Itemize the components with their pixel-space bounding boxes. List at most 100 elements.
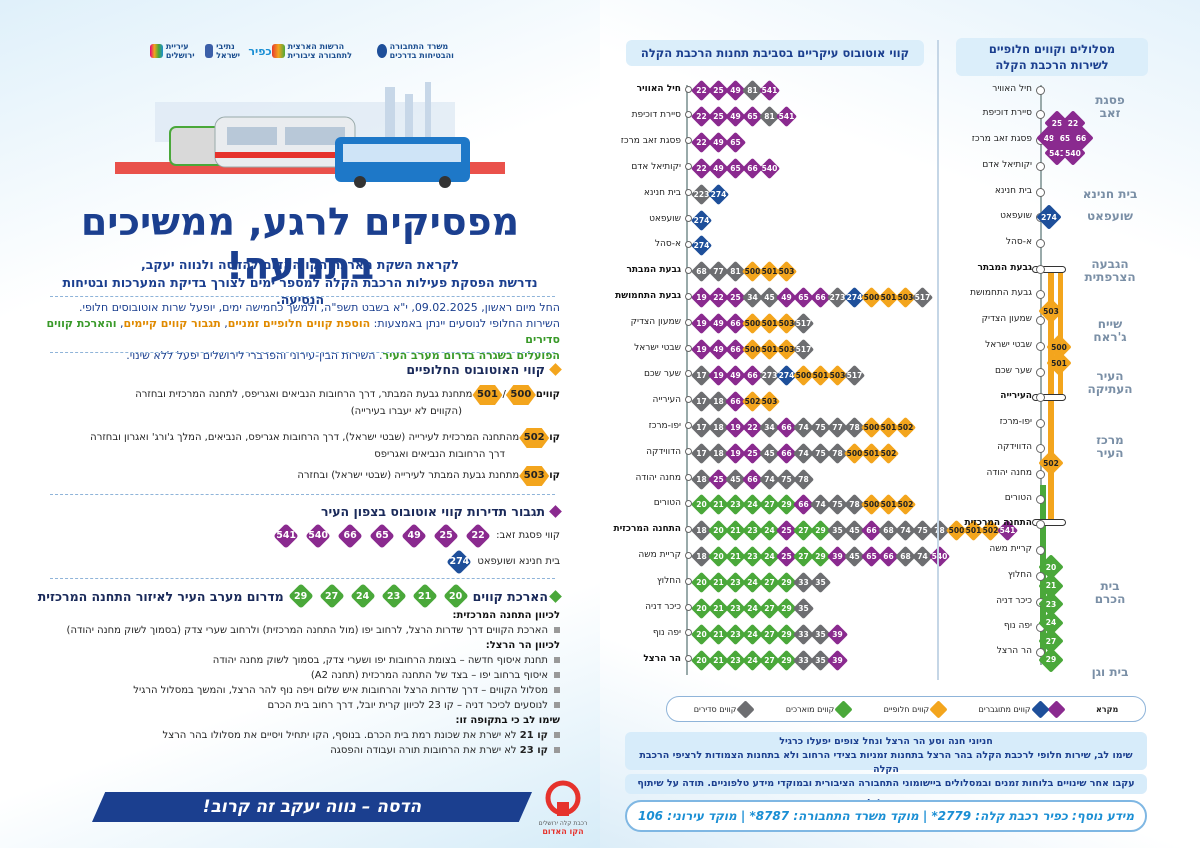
line-chip: 24 (760, 521, 779, 540)
line-chip: 502 (743, 392, 762, 411)
route-stop-dot-icon (1036, 162, 1045, 171)
green-diamond-icon (549, 589, 562, 603)
line-chip: 78 (845, 495, 864, 514)
line-chip: 74 (760, 470, 779, 489)
line-chip: 501 (760, 314, 779, 333)
line-chip: 541 (760, 81, 779, 100)
line-chip: 49 (709, 314, 728, 333)
blue-diamond-icon (1030, 699, 1050, 719)
line-badge: 29 (289, 584, 313, 608)
line-chip: 18 (692, 470, 711, 489)
page-title: מפסיקים לרגע, ממשיכים בתנועה! (80, 200, 520, 288)
station-label: החלוץ (657, 576, 692, 586)
ext-heading: הארכת קווים 20 21 23 24 27 29 מדרום מערב… (37, 584, 562, 608)
line-chip: 66 (777, 418, 796, 437)
line-chip: 540 (930, 547, 949, 566)
route-stop-label: יקותיאל אדם (982, 160, 1032, 170)
station-label: גבעת התחמושת (615, 291, 692, 301)
line-chip: 74 (913, 547, 932, 566)
line-badge: 27 (320, 584, 344, 608)
line-chip: 68 (896, 547, 915, 566)
route-stop-dot-icon (1036, 265, 1045, 274)
station-lines: 17 18 66 502 503 (694, 392, 779, 411)
line-chip: 39 (828, 651, 847, 670)
station-name: שבטי ישראל (634, 343, 681, 353)
legend-item: קווים מוארכים (786, 699, 853, 719)
ext-heading-b: מדרום מערב העיר לאיזור התחנה המרכזית (37, 588, 284, 604)
line-chip: 75 (777, 470, 796, 489)
route-stop-label: שבטי ישראל (985, 340, 1032, 350)
line-chip: 23 (726, 495, 745, 514)
route-line-chip: 540 (1062, 142, 1084, 164)
page-subtitle: לקראת השקת הארכת הקו האדום להדסה ולנווה … (40, 256, 560, 309)
line-chip: 273 (828, 288, 847, 307)
area-label: פסגת זאב (1095, 93, 1125, 121)
note-box-2: עקבו אחר שינויים בלוחות זמנים ובמסלולים … (625, 774, 1147, 809)
station-lines: 20 21 23 24 27 29 33 35 39 (694, 651, 847, 670)
station-lines: 223 274 (694, 185, 728, 204)
route-stop-dot-icon (1036, 419, 1045, 428)
line-chip: 27 (794, 547, 813, 566)
station-name: מחנה יהודה (635, 472, 681, 483)
line-chip: 33 (794, 625, 813, 644)
intro-line-1: החל מיום ראשון, 09.02.2025, י"א בשבט תשפ… (78, 301, 560, 314)
line-chip: 19 (726, 418, 745, 437)
line-chip: 500 (862, 288, 881, 307)
north-pisgat-label: קווי פסגת זאב: (496, 530, 560, 542)
ext-item: הארכת הקווים דרך שדרות הרצל, לרחוב יפו (… (50, 623, 560, 638)
line-chip: 20 (692, 495, 711, 514)
intro-text-a: השירות החלופי לנוסעים יינתן באמצעות: (370, 316, 560, 330)
station-label: יפו-מרכז (649, 421, 692, 431)
line-chip: 502 (981, 521, 1000, 540)
station-lines: 17 19 49 66 273 274 500 501 503 517 (694, 366, 864, 385)
line-chip: 49 (726, 366, 745, 385)
line-chip: 29 (777, 495, 796, 514)
line-chip: 23 (743, 521, 762, 540)
line-chip: 25 (743, 444, 762, 463)
line-chip: 501 (879, 418, 898, 437)
line-chip: 21 (709, 599, 728, 618)
north-beit-hanina: בית חנינא ושועפאט 274 (360, 550, 560, 574)
station-lines: 18 25 45 66 74 75 78 (694, 470, 813, 489)
line-chip: 25 (709, 81, 728, 100)
intro-intercity: . השירות הבין-עירוני והפרברי לירושלים יפ… (126, 348, 383, 362)
line-chip: 274 (845, 288, 864, 307)
north-heading-text: תגבור תדירות קווי אוטובוס בצפון העיר (321, 504, 545, 519)
divider (50, 352, 555, 353)
route-stop-label: גבעת התחמושת (970, 288, 1032, 298)
route-stop-label: הדווידקה (997, 442, 1032, 452)
bullet-icon (554, 747, 560, 753)
green-diamond-icon (834, 699, 853, 719)
ext-heading-a: הארכת קווים (472, 588, 548, 604)
logo-jda: עיריית ירושלים (150, 42, 205, 60)
line-chip: 17 (692, 366, 711, 385)
station-name: חיל האוויר (636, 84, 681, 94)
line-chip: 17 (692, 444, 711, 463)
line-chip: 66 (879, 547, 898, 566)
line-chip: 66 (794, 495, 813, 514)
station-name: סיירת דוכיפת (631, 109, 681, 120)
line-chip: 35 (811, 651, 830, 670)
line-chip: 29 (777, 573, 796, 592)
line-chip: 273 (760, 366, 779, 385)
line-badge: 22 (466, 524, 490, 548)
line-chip: 29 (811, 521, 830, 540)
route-stop-label: א-סהל (1005, 237, 1032, 247)
station-label: העירייה (652, 395, 692, 405)
line-badge: 21 (413, 584, 437, 608)
intro-sep-2: , (116, 316, 124, 330)
alt-line-503: קו 503 מתחנת גבעת המבתר לעירייה (שבטי יש… (40, 466, 560, 486)
ext-item: תחנת איסוף חדשה – בצומת הרחובות יפו ושער… (50, 653, 560, 668)
line-chip: 25 (726, 288, 745, 307)
line-chip: 34 (760, 418, 779, 437)
line-chip: 78 (828, 444, 847, 463)
legend: מקרא קווים מתוגברים קווים חלופיים קווים … (666, 696, 1146, 722)
orange-diamond-icon (549, 363, 562, 376)
line-chip: 65 (794, 288, 813, 307)
line-badge: 66 (338, 524, 362, 548)
line-502-badge: 502 (519, 428, 550, 448)
red-line-icon (545, 780, 581, 816)
slogan-banner: הדסה – נווה יעקב זה קרוב! (92, 792, 532, 822)
alt-line-500-501: קווים 500 / 501 מתחנת גבעת המבתר, דרך הר… (40, 385, 560, 419)
route-line-chip: 25 (1046, 112, 1068, 134)
